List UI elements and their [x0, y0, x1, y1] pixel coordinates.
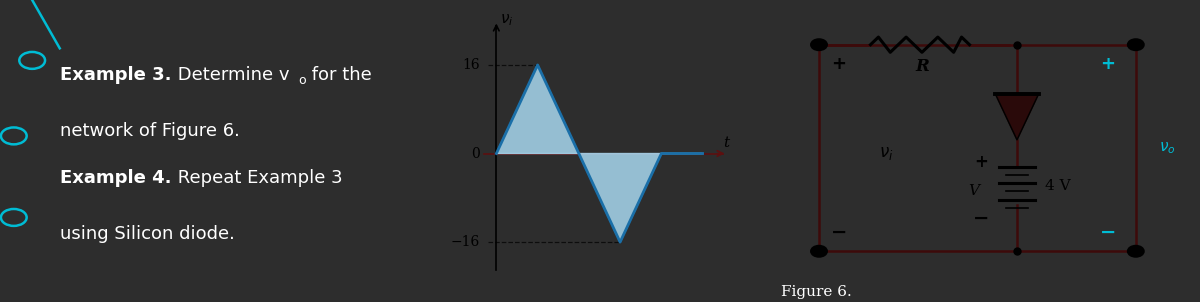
Text: $\nu_i$: $\nu_i$ — [880, 145, 894, 162]
Text: using Silicon diode.: using Silicon diode. — [60, 225, 235, 243]
Text: Example 3.: Example 3. — [60, 66, 172, 85]
Text: −: − — [1100, 223, 1116, 242]
Text: −16: −16 — [451, 235, 480, 249]
Text: for the: for the — [306, 66, 371, 85]
Text: o: o — [299, 74, 306, 87]
Circle shape — [1128, 39, 1144, 50]
Text: Repeat Example 3: Repeat Example 3 — [173, 169, 343, 187]
Text: −: − — [973, 209, 990, 228]
Text: −: − — [830, 223, 847, 242]
Circle shape — [1128, 246, 1144, 257]
Text: t: t — [724, 136, 730, 150]
Text: 4 V: 4 V — [1045, 179, 1070, 193]
Text: Determine v: Determine v — [173, 66, 290, 85]
Circle shape — [811, 39, 827, 50]
Text: +: + — [974, 153, 989, 171]
Text: +: + — [832, 55, 846, 73]
Text: 0: 0 — [472, 146, 480, 161]
Text: Figure 6.: Figure 6. — [781, 285, 851, 299]
Text: $\nu_o$: $\nu_o$ — [1159, 140, 1176, 156]
Text: 16: 16 — [462, 58, 480, 72]
Text: network of Figure 6.: network of Figure 6. — [60, 122, 240, 140]
Polygon shape — [497, 65, 703, 242]
Text: R: R — [916, 58, 929, 75]
Text: V: V — [968, 185, 979, 198]
Polygon shape — [995, 94, 1039, 140]
Text: Example 4.: Example 4. — [60, 169, 172, 187]
Text: +: + — [1100, 55, 1116, 73]
Text: $\nu_i$: $\nu_i$ — [500, 12, 514, 28]
Circle shape — [811, 246, 827, 257]
